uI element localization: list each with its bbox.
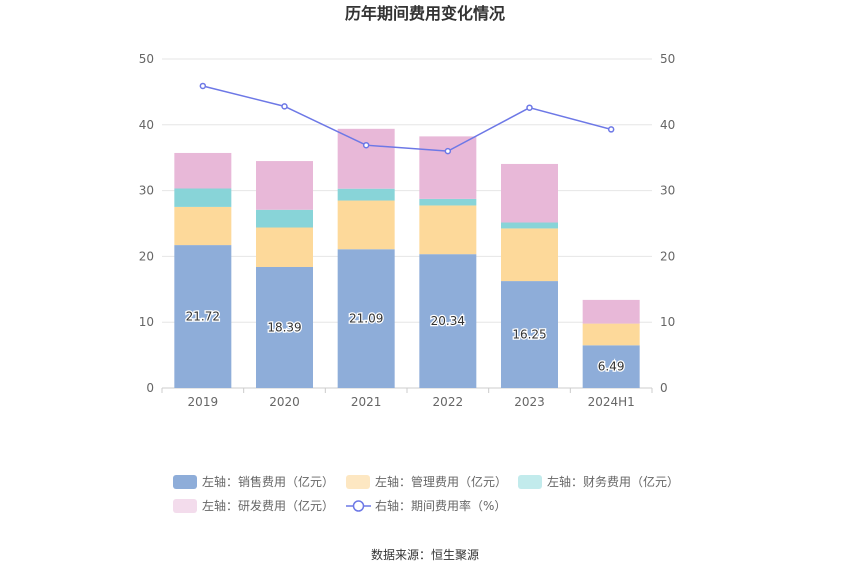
grid-lines <box>162 58 652 389</box>
bar-segment <box>419 198 477 206</box>
y-left-tick-label: 0 <box>146 381 154 395</box>
legend-label: 左轴：财务费用（亿元） <box>547 474 679 489</box>
legend-label: 左轴：管理费用（亿元） <box>375 474 507 489</box>
bar-segment <box>337 249 395 388</box>
bar-segment <box>174 188 232 207</box>
bar-segment <box>419 205 477 255</box>
bar-data-label: 18.39 <box>267 320 301 334</box>
x-tick-label: 2022 <box>433 395 464 409</box>
bar-segment <box>174 206 232 246</box>
legend-line-marker-point <box>352 500 365 512</box>
x-tick-label: 2020 <box>269 395 300 409</box>
legend-label: 左轴：研发费用（亿元） <box>202 498 334 513</box>
bar-segment <box>582 323 640 346</box>
line-point <box>526 104 533 111</box>
legend-swatch <box>173 499 197 513</box>
bar-segment <box>501 281 558 388</box>
line-point <box>362 141 370 149</box>
legend-swatch <box>173 475 197 489</box>
bar-segment <box>419 136 477 199</box>
line-point <box>199 82 207 90</box>
y-left-tick-label: 10 <box>139 315 154 329</box>
bar-segment <box>174 152 232 189</box>
legend-label: 左轴：销售费用（亿元） <box>202 474 334 489</box>
legend-label: 右轴：期间费用率（%） <box>375 498 506 513</box>
line-series <box>199 82 615 155</box>
bar-segment <box>256 266 313 388</box>
line-point <box>281 103 288 110</box>
y-left-tick-label: 20 <box>139 249 154 263</box>
bar-data-label: 6.49 <box>598 360 625 374</box>
y-right-tick-label: 0 <box>660 381 668 395</box>
bar-segment <box>582 345 640 388</box>
y-left-tick-label: 50 <box>139 52 154 66</box>
line-path <box>202 85 612 152</box>
y-right-tick-label: 20 <box>660 249 675 263</box>
bar-segment <box>501 163 558 223</box>
bar-segment <box>337 128 395 189</box>
bar-segment <box>337 200 395 250</box>
bar-segment <box>256 227 313 267</box>
bar-segment <box>419 254 477 388</box>
legend-swatch <box>346 475 370 489</box>
x-tick-label: 2021 <box>351 395 382 409</box>
line-point <box>444 147 452 155</box>
bar-segment <box>256 209 313 228</box>
axes: 0 10 20 30 40 50 0 10 20 30 40 50 2019 2020 2021 2022 20… <box>139 52 676 409</box>
bar-segment <box>337 188 395 201</box>
bar-segment <box>501 228 558 282</box>
x-tick-label: 2019 <box>188 395 219 409</box>
chart-title: 历年期间费用变化情况 <box>345 4 505 23</box>
y-left-tick-label: 40 <box>139 118 154 132</box>
bar-segment <box>582 299 640 324</box>
y-right-tick-label: 40 <box>660 118 675 132</box>
y-right-tick-label: 10 <box>660 315 675 329</box>
bar-segment <box>256 161 313 210</box>
bar-data-label: 20.34 <box>431 314 465 328</box>
bar-data-label: 21.09 <box>349 312 383 326</box>
x-tick-label: 2024H1 <box>588 395 635 409</box>
bar-segment <box>174 245 232 388</box>
line-point <box>607 126 615 133</box>
bar-series: 21.72 18.39 21.09 20.34 16.25 6.49 <box>174 128 640 388</box>
x-tick-label: 2023 <box>514 395 545 409</box>
legend: 左轴：销售费用（亿元） 左轴：管理费用（亿元） 左轴：财务费用（亿元） 左轴：研发费用… <box>173 474 679 513</box>
y-right-tick-label: 50 <box>660 52 675 66</box>
bar-data-label: 16.25 <box>512 328 546 342</box>
legend-swatch <box>518 475 542 489</box>
y-left-tick-label: 30 <box>139 184 154 198</box>
bar-segment <box>501 222 558 229</box>
y-right-tick-label: 30 <box>660 184 675 198</box>
bar-data-label: 21.72 <box>186 310 220 324</box>
source-note: 数据来源：恒生聚源 <box>371 547 479 562</box>
